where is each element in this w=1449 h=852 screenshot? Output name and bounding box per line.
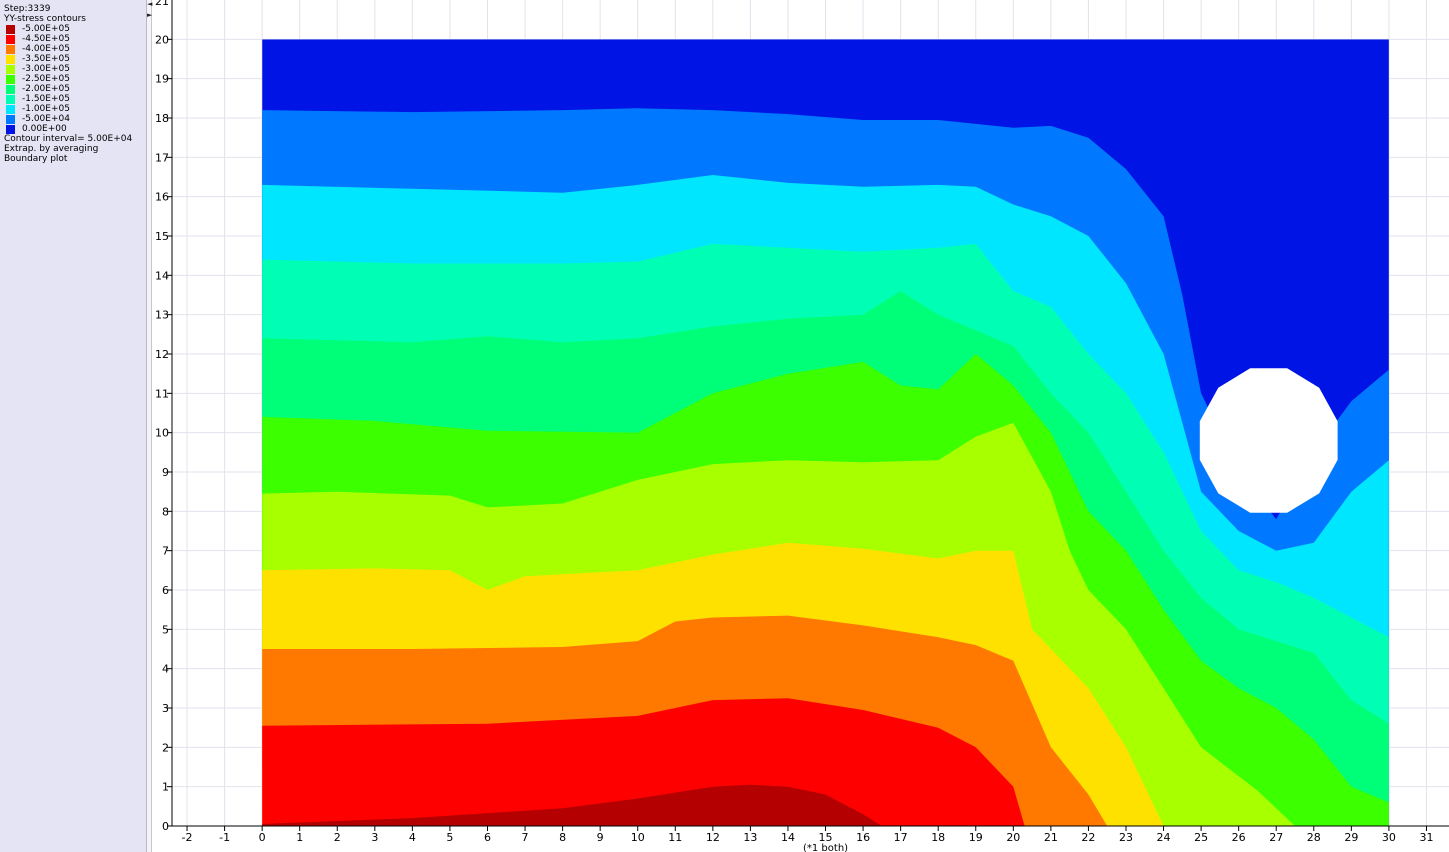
x-tick-label: 14 (781, 831, 795, 844)
y-tick-label: 10 (155, 427, 169, 440)
circular-hole (1199, 368, 1338, 513)
x-tick-label: 23 (1119, 831, 1133, 844)
x-tick-label: 12 (706, 831, 720, 844)
x-tick-label: 16 (856, 831, 870, 844)
expand-right-arrow-icon[interactable]: ► (147, 11, 153, 19)
y-tick-label: 0 (162, 820, 169, 833)
x-tick-label: 28 (1307, 831, 1321, 844)
x-tick-label: 13 (743, 831, 757, 844)
y-tick-label: 18 (155, 112, 169, 125)
y-tick-label: 1 (162, 781, 169, 794)
legend-swatch (6, 125, 15, 134)
x-tick-label: 24 (1157, 831, 1171, 844)
y-tick-label: 19 (155, 73, 169, 86)
x-tick-label: 1 (296, 831, 303, 844)
x-tick-label: -2 (182, 831, 193, 844)
x-tick-label: 9 (597, 831, 604, 844)
legend-label: -3.00E+05 (22, 64, 70, 74)
legend-label: -1.50E+05 (22, 94, 70, 104)
x-tick-label: 11 (668, 831, 682, 844)
legend-swatch (6, 115, 15, 124)
y-tick-label: 20 (155, 33, 169, 46)
legend-swatch (6, 45, 15, 54)
legend-label: -1.00E+05 (22, 104, 70, 114)
x-tick-label: 10 (631, 831, 645, 844)
legend-label: -4.50E+05 (22, 34, 70, 44)
step-label: Step:3339 (4, 4, 51, 14)
y-tick-label: 5 (162, 623, 169, 636)
y-tick-label: 12 (155, 348, 169, 361)
x-tick-label: 19 (969, 831, 983, 844)
y-tick-label: 6 (162, 584, 169, 597)
x-tick-label: 31 (1419, 831, 1433, 844)
x-tick-label: 22 (1081, 831, 1095, 844)
contour-title: YY-stress contours (4, 14, 86, 24)
legend-swatch (6, 55, 15, 64)
y-tick-label: 2 (162, 741, 169, 754)
legend-label: -5.00E+04 (22, 114, 70, 124)
x-tick-label: 4 (409, 831, 416, 844)
x-tick-label: 15 (819, 831, 833, 844)
legend-label: 0.00E+00 (22, 124, 67, 134)
x-tick-label: 29 (1344, 831, 1358, 844)
x-tick-label: 27 (1269, 831, 1283, 844)
x-tick-label: 6 (484, 831, 491, 844)
x-tick-label: 30 (1382, 831, 1396, 844)
axes: -2 -1 0 1 2 3 4 5 6 7 8 9 10 11 12 13 14 15 16 17 18 19 20 21 22… (155, 0, 1449, 844)
boundary-note: Boundary plot (4, 154, 68, 164)
legend-swatch (6, 105, 15, 114)
y-tick-label: 8 (162, 505, 169, 518)
legend-swatch (6, 25, 15, 34)
y-tick-label: 17 (155, 151, 169, 164)
y-tick-label: 11 (155, 387, 169, 400)
y-tick-label: 13 (155, 309, 169, 322)
legend-swatch (6, 85, 15, 94)
legend-swatch (6, 35, 15, 44)
x-tick-label: -1 (219, 831, 230, 844)
legend-swatch (6, 95, 15, 104)
x-tick-label: 3 (371, 831, 378, 844)
y-tick-label: 14 (155, 269, 169, 282)
y-tick-label: 9 (162, 466, 169, 479)
x-tick-label: 5 (446, 831, 453, 844)
x-tick-label: 7 (522, 831, 529, 844)
legend-swatch (6, 75, 15, 84)
y-tick-label: 16 (155, 191, 169, 204)
x-tick-label: 26 (1232, 831, 1246, 844)
x-tick-label: 8 (559, 831, 566, 844)
x-tick-label: 17 (894, 831, 908, 844)
x-tick-label: 21 (1044, 831, 1058, 844)
contour-band (262, 698, 1389, 826)
contour-band (262, 784, 1389, 826)
y-tick-label: 21 (155, 0, 169, 8)
x-tick-label: 2 (334, 831, 341, 844)
legend-swatch (6, 65, 15, 74)
y-tick-label: 15 (155, 230, 169, 243)
legend-label: -3.50E+05 (22, 54, 70, 64)
legend-label: -4.00E+05 (22, 44, 70, 54)
extrapolation-note: Extrap. by averaging (4, 144, 99, 154)
x-tick-label: 0 (259, 831, 266, 844)
x-tick-label: 25 (1194, 831, 1208, 844)
contour-interval: Contour interval= 5.00E+04 (4, 134, 133, 144)
panel-splitter[interactable]: ◄ ► (147, 0, 152, 852)
x-tick-label: 20 (1006, 831, 1020, 844)
y-tick-label: 3 (162, 702, 169, 715)
contour-bands (262, 39, 1389, 827)
x-axis-unit-label: (*1 both) (803, 843, 848, 852)
legend-label: -2.00E+05 (22, 84, 70, 94)
legend-label: -5.00E+05 (22, 24, 70, 34)
legend-label: -2.50E+05 (22, 74, 70, 84)
collapse-left-arrow-icon[interactable]: ◄ (147, 0, 153, 8)
x-tick-label: 18 (931, 831, 945, 844)
y-tick-label: 4 (162, 663, 169, 676)
legend-panel: Step:3339 YY-stress contours -5.00E+05 -4… (0, 0, 147, 852)
y-tick-label: 7 (162, 545, 169, 558)
